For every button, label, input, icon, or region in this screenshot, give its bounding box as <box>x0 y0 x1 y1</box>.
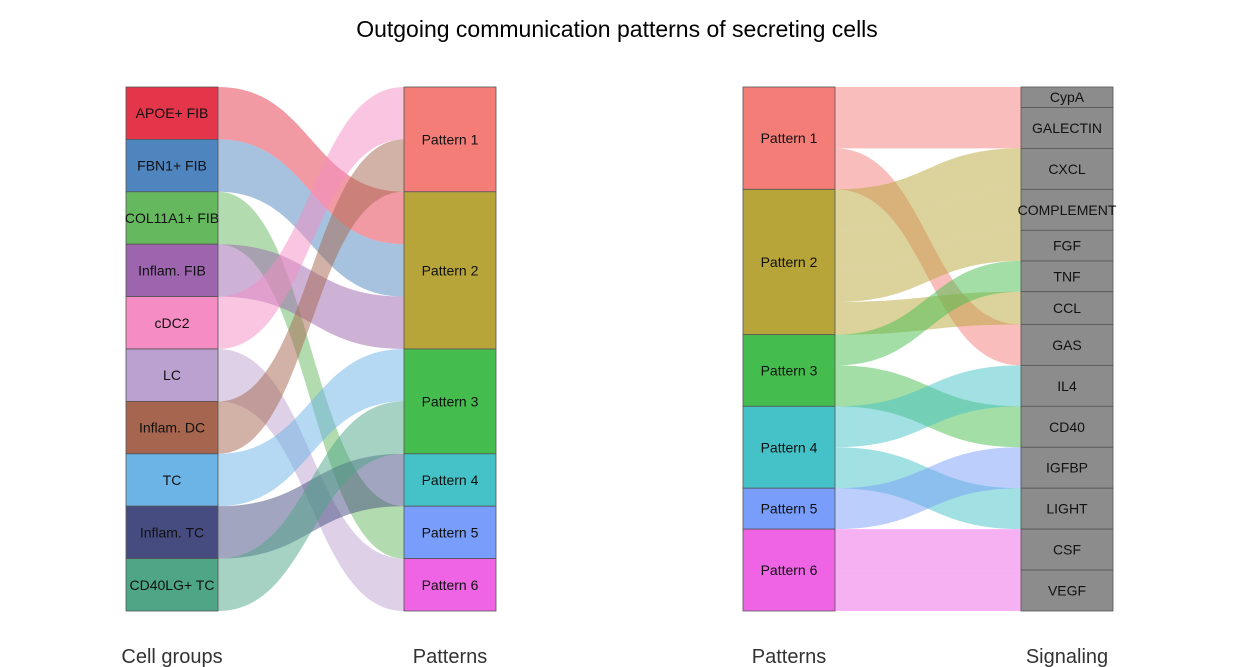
right-node-label-vegf: VEGF <box>1048 583 1086 599</box>
flow-pattern-2-to-fgf <box>835 230 1021 302</box>
left-node-apoe-fib <box>125 86 219 140</box>
left-node-cd40lg-tc <box>125 558 219 612</box>
flow-pattern-4-to-il4 <box>835 365 1021 448</box>
left-node-label-tc: TC <box>163 472 182 488</box>
left-node-tc <box>125 453 219 507</box>
flow-inflam-dc-to-pattern-1 <box>218 139 404 454</box>
left-node-label-inflam-dc: Inflam. DC <box>139 420 205 436</box>
right-node-label-gas: GAS <box>1052 337 1082 353</box>
right-node-complement <box>1020 188 1114 231</box>
flow-pattern-6-to-vegf <box>835 570 1021 611</box>
left-node-label-inflam-tc: Inflam. TC <box>140 524 204 540</box>
left-node-label-inflam-fib: Inflam. FIB <box>138 262 206 278</box>
right-node-pattern-2 <box>403 191 497 350</box>
right-node-label-pattern-6: Pattern 6 <box>422 577 479 593</box>
left-node-col11a1-fib <box>125 191 219 245</box>
flow-pattern-2-to-complement <box>835 189 1021 272</box>
right-node-galectin <box>1020 107 1114 149</box>
right-node-pattern-3 <box>403 348 497 455</box>
nodes-group: Pattern 1 Pattern 2 Pattern 3 Pattern 4 Patt… <box>742 86 1117 612</box>
left-node-pattern-3 <box>742 334 836 407</box>
flow-pattern-3-to-tnf <box>835 260 1021 366</box>
nodes-group: APOE+ FIB FBN1+ FIB COL11A1+ FIB Inflam. FI… <box>125 86 497 612</box>
right-node-label-pattern-3: Pattern 3 <box>422 393 479 409</box>
right-node-pattern-4 <box>403 453 497 507</box>
left-node-inflam-tc <box>125 505 219 560</box>
right-node-gas <box>1020 324 1114 366</box>
left-node-label-lc: LC <box>163 367 181 383</box>
right-node-label-cd40: CD40 <box>1049 419 1085 435</box>
right-node-label-light: LIGHT <box>1046 501 1088 517</box>
left-node-inflam-fib <box>125 243 219 297</box>
flow-pattern-6-to-csf <box>835 529 1021 571</box>
left-axis-label: Cell groups <box>121 646 222 667</box>
left-node-label-pattern-5: Pattern 5 <box>761 501 818 517</box>
flow-pattern-5-to-igfbp <box>835 447 1021 530</box>
right-node-label-complement: COMPLEMENT <box>1018 202 1117 218</box>
flow-pattern-1-to-cypa <box>835 87 1021 108</box>
right-node-il4 <box>1020 364 1114 407</box>
right-node-light <box>1020 487 1114 530</box>
right-node-pattern-1 <box>403 86 497 193</box>
right-node-label-fgf: FGF <box>1053 238 1081 254</box>
left-node-pattern-6 <box>742 528 836 612</box>
left-node-inflam-dc <box>125 400 219 455</box>
right-node-pattern-5 <box>403 505 497 560</box>
left-node-fbn1-fib <box>125 138 219 193</box>
right-node-label-ccl: CCL <box>1053 300 1081 316</box>
right-node-pattern-6 <box>403 558 497 612</box>
left-node-cdc2 <box>125 296 219 350</box>
left-node-label-pattern-1: Pattern 1 <box>761 130 818 146</box>
left-axis-label: Patterns <box>752 646 826 667</box>
left-node-label-cdc2: cDC2 <box>154 315 189 331</box>
right-node-label-cxcl: CXCL <box>1048 161 1086 177</box>
right-node-ccl <box>1020 291 1114 325</box>
left-node-label-cd40lg-tc: CD40LG+ TC <box>130 577 215 593</box>
flow-cdc2-to-pattern-1 <box>218 87 404 349</box>
chart-title: Outgoing communication patterns of secre… <box>356 16 878 42</box>
panel-patterns-to-signaling: Pattern 1 Pattern 2 Pattern 3 Pattern 4 Patt… <box>742 86 1117 667</box>
right-node-cxcl <box>1020 148 1114 190</box>
flow-pattern-2-to-cxcl <box>835 148 1021 231</box>
flow-pattern-1-to-galectin <box>835 107 1021 149</box>
left-node-pattern-4 <box>742 405 836 489</box>
left-node-label-fbn1-fib: FBN1+ FIB <box>137 158 207 174</box>
left-node-label-apoe-fib: APOE+ FIB <box>136 105 209 121</box>
right-node-label-pattern-4: Pattern 4 <box>422 472 479 488</box>
left-node-label-pattern-2: Pattern 2 <box>761 254 818 270</box>
right-node-fgf <box>1020 229 1114 262</box>
flows-group <box>218 87 404 611</box>
right-node-label-igfbp: IGFBP <box>1046 460 1088 476</box>
right-node-label-il4: IL4 <box>1057 378 1077 394</box>
left-node-label-pattern-6: Pattern 6 <box>761 562 818 578</box>
flow-tc-to-pattern-3 <box>218 349 404 507</box>
right-node-label-pattern-5: Pattern 5 <box>422 524 479 540</box>
flow-cd40lg-tc-to-pattern-3 <box>218 401 404 611</box>
flows-group <box>835 87 1021 611</box>
panel-cell-groups-to-patterns: APOE+ FIB FBN1+ FIB COL11A1+ FIB Inflam. FI… <box>121 86 497 667</box>
right-node-label-galectin: GALECTIN <box>1032 120 1102 136</box>
right-node-label-pattern-1: Pattern 1 <box>422 131 479 147</box>
flow-col11a1-fib-to-pattern-5 <box>218 191 404 559</box>
right-node-tnf <box>1020 260 1114 293</box>
right-node-vegf <box>1020 569 1114 612</box>
right-node-igfbp <box>1020 446 1114 489</box>
right-node-csf <box>1020 528 1114 571</box>
right-node-label-csf: CSF <box>1053 542 1081 558</box>
left-node-label-pattern-3: Pattern 3 <box>761 362 818 378</box>
right-node-cd40 <box>1020 405 1114 448</box>
right-axis-label: Patterns <box>413 646 487 667</box>
right-axis-label: Signaling <box>1026 646 1108 667</box>
left-node-lc <box>125 348 219 402</box>
left-node-label-pattern-4: Pattern 4 <box>761 439 818 455</box>
right-node-label-cypa: CypA <box>1050 89 1085 105</box>
right-node-label-tnf: TNF <box>1053 268 1080 284</box>
left-node-label-col11a1-fib: COL11A1+ FIB <box>125 210 219 226</box>
right-node-label-pattern-2: Pattern 2 <box>422 262 479 278</box>
